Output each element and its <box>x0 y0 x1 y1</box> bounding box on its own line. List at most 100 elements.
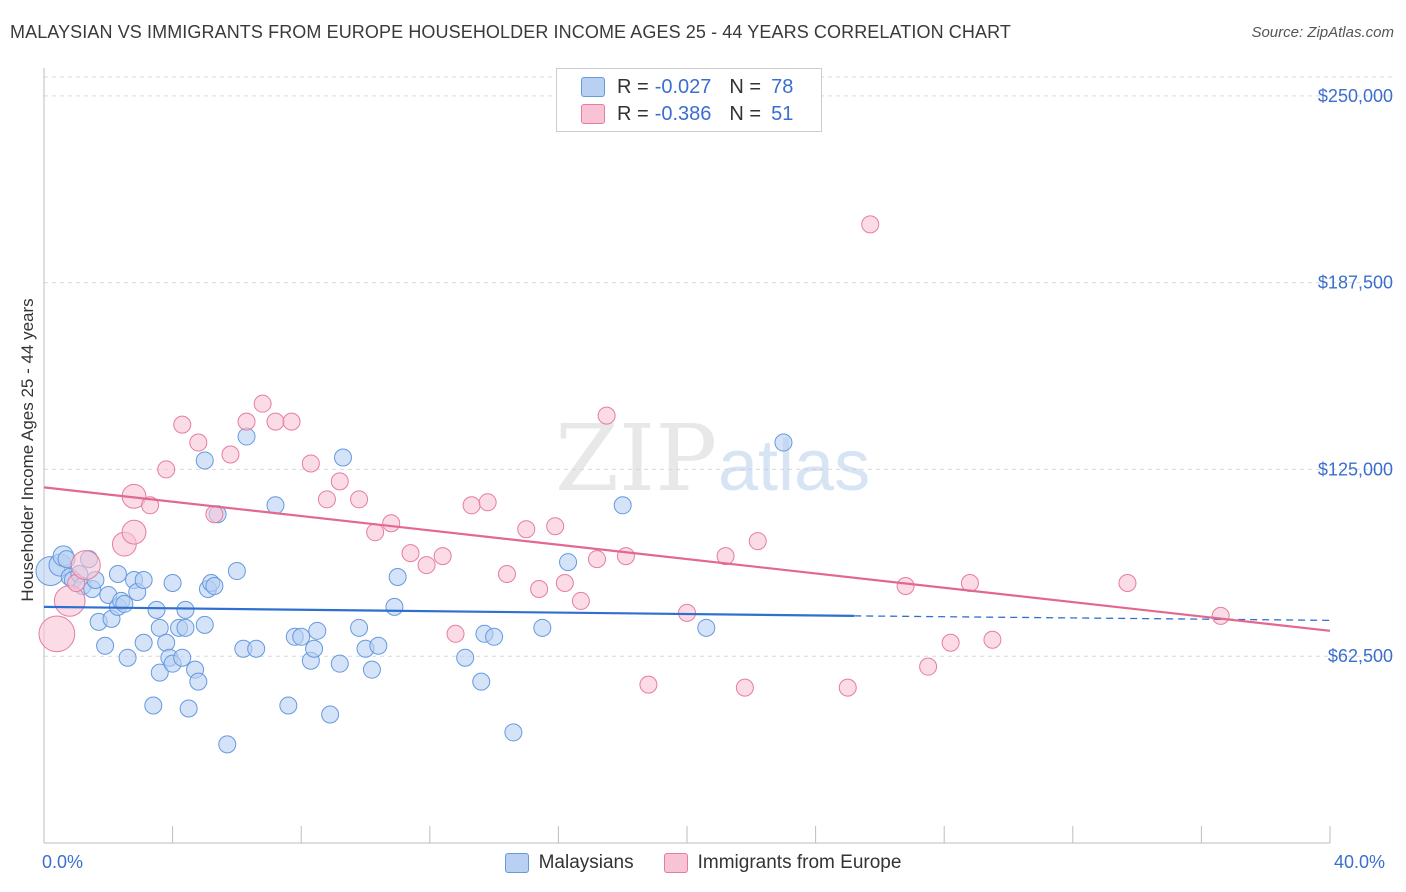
malaysian-point <box>195 615 214 634</box>
immigrant-point <box>530 579 549 598</box>
data-points <box>35 215 1230 754</box>
immigrant-point <box>121 519 147 545</box>
legend-row-malaysians: R = -0.027 N = 78 <box>581 75 793 99</box>
malaysian-point <box>333 448 352 467</box>
malaysian-point <box>369 636 388 655</box>
malaysian-point <box>144 696 163 715</box>
immigrant-point <box>587 550 606 569</box>
immigrant-point <box>616 547 635 566</box>
immigrant-point <box>517 520 536 539</box>
malaysian-trend-line <box>43 605 855 617</box>
immigrant-point <box>401 544 420 563</box>
immigrant-point <box>70 550 101 581</box>
malaysian-point <box>613 496 632 515</box>
immigrant-point <box>141 496 160 515</box>
legend-swatch-pink <box>581 104 605 124</box>
malaysian-point <box>218 735 237 754</box>
malaysian-point <box>147 600 166 619</box>
immigrant-point <box>462 496 481 515</box>
legend-r-label: R = <box>617 102 649 125</box>
malaysian-point <box>163 573 182 592</box>
source-label: Source: ZipAtlas.com <box>1251 24 1394 41</box>
malaysian-point <box>504 723 523 742</box>
legend-n-value: 51 <box>771 102 794 125</box>
malaysian-point <box>559 553 578 572</box>
immigrant-point <box>1118 573 1137 592</box>
immigrant-point <box>366 523 385 542</box>
series-legend-immigrants: Immigrants from Europe <box>663 852 901 874</box>
immigrant-point <box>189 433 208 452</box>
immigrant-point <box>38 615 76 653</box>
immigrant-point <box>497 565 516 584</box>
legend-swatch-blue <box>581 77 605 97</box>
immigrant-trend-line <box>43 486 1331 632</box>
malaysian-point <box>150 663 169 682</box>
malaysian-point <box>115 594 134 613</box>
immigrant-point <box>546 517 565 536</box>
immigrant-point <box>253 394 272 413</box>
y-tick-label: $125,000 <box>1318 459 1393 479</box>
malaysian-point <box>533 618 552 637</box>
immigrant-point <box>639 675 658 694</box>
immigrant-point <box>919 657 938 676</box>
malaysian-point <box>150 618 169 637</box>
malaysian-point <box>266 496 285 515</box>
malaysian-point <box>362 660 381 679</box>
y-tick-label: $187,500 <box>1318 273 1393 293</box>
x-axis-max-label: 40.0% <box>1334 852 1386 872</box>
y-tick-label: $250,000 <box>1318 86 1393 106</box>
malaysian-point <box>157 633 176 652</box>
malaysian-point <box>388 568 407 587</box>
malaysian-point <box>279 696 298 715</box>
immigrant-point <box>597 406 616 425</box>
immigrant-point <box>266 412 285 431</box>
legend-n-value: 78 <box>771 75 794 98</box>
immigrant-point <box>716 547 735 566</box>
x-axis-min-label: 0.0% <box>42 852 84 872</box>
legend-n-label: N = <box>729 102 762 125</box>
immigrant-point <box>417 556 436 575</box>
legend-row-immigrants: R = -0.386 N = 51 <box>581 102 793 126</box>
immigrant-point <box>861 215 880 234</box>
immigrant-point <box>735 678 754 697</box>
immigrant-point <box>748 532 767 551</box>
immigrant-point <box>433 547 452 566</box>
watermark-atlas: atlas <box>718 426 870 506</box>
y-tick-label: $62,500 <box>1328 646 1393 666</box>
malaysian-point <box>205 576 224 595</box>
immigrant-point <box>330 472 349 491</box>
immigrant-point <box>157 460 176 479</box>
stats-legend: R = -0.027 N = 78 R = -0.386 N = 51 <box>556 68 822 132</box>
malaysian-point <box>456 648 475 667</box>
axes <box>43 68 1331 844</box>
immigrant-point <box>571 591 590 610</box>
series-legend: Malaysians Immigrants from Europe <box>0 852 1406 874</box>
y-tick-labels: $62,500 $125,000 $187,500 $250,000 <box>1318 86 1393 666</box>
malaysian-point <box>176 618 195 637</box>
malaysian-point <box>330 654 349 673</box>
immigrant-point <box>282 412 301 431</box>
malaysian-point <box>472 672 491 691</box>
malaysian-point <box>96 636 115 655</box>
series-legend-malaysians: Malaysians <box>504 852 634 874</box>
immigrant-point <box>941 633 960 652</box>
immigrant-point <box>350 490 369 509</box>
malaysian-point <box>321 705 340 724</box>
malaysian-point <box>774 433 793 452</box>
immigrant-point <box>317 490 336 509</box>
immigrant-point <box>896 576 915 595</box>
malaysian-point <box>118 648 137 667</box>
legend-r-value: -0.027 <box>654 75 712 98</box>
malaysian-point <box>189 672 208 691</box>
malaysian-point <box>227 562 246 581</box>
malaysian-point <box>485 627 504 646</box>
immigrant-point <box>1211 606 1230 625</box>
watermark-zip: ZIP <box>555 405 717 512</box>
malaysian-point <box>292 627 311 646</box>
malaysian-point <box>179 699 198 718</box>
legend-r-value: -0.386 <box>654 102 712 125</box>
malaysian-point <box>697 618 716 637</box>
malaysian-point <box>195 451 214 470</box>
immigrant-point <box>382 514 401 533</box>
